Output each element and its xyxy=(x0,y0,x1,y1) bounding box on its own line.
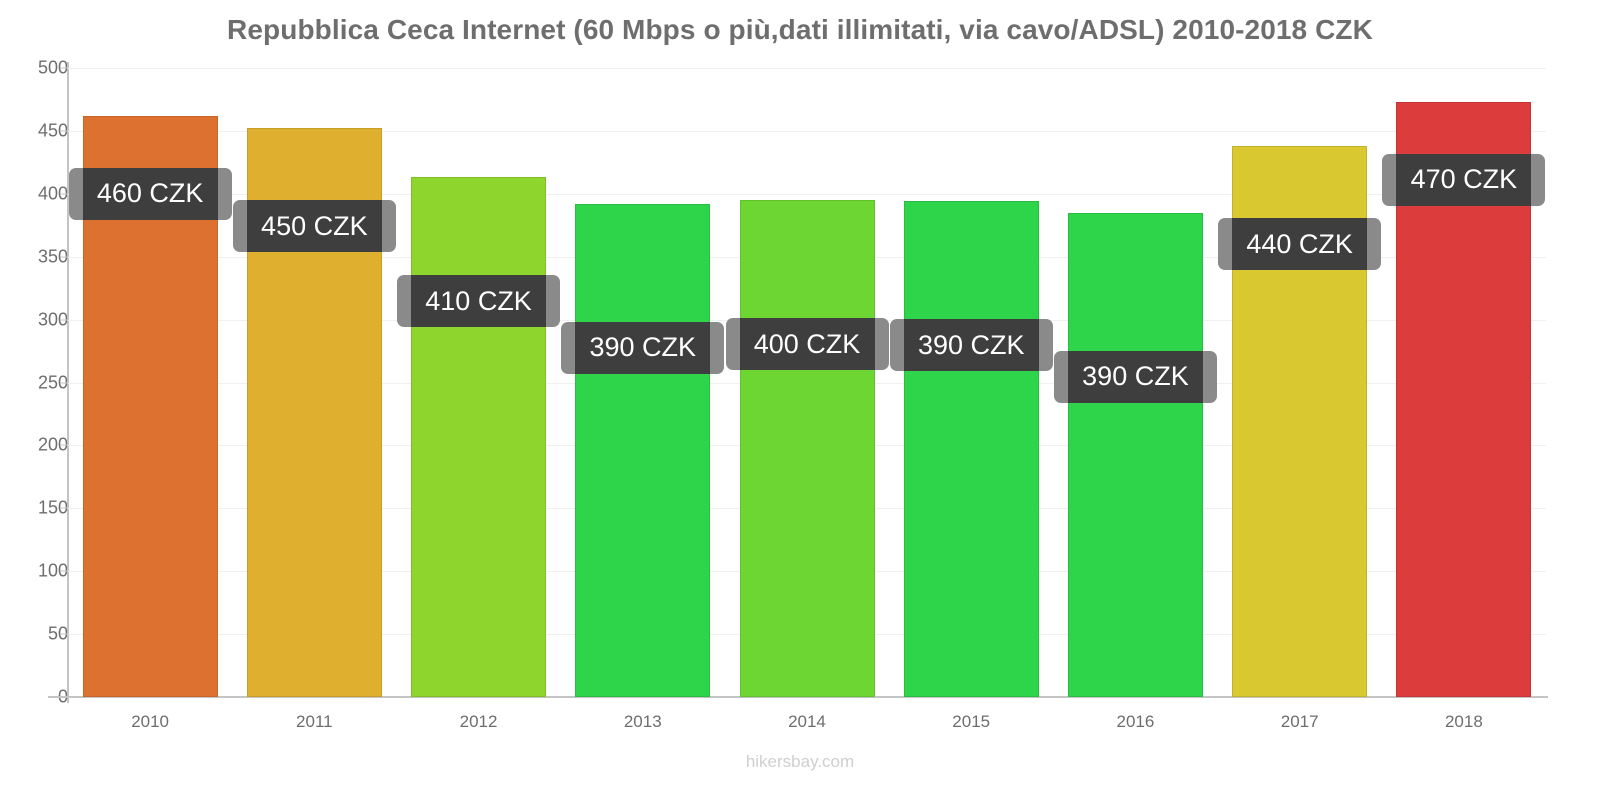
y-axis-tick-label: 500 xyxy=(37,57,68,78)
bar-data-label-text: 390 CZK xyxy=(1082,361,1189,392)
bar-data-label: 440 CZK xyxy=(1218,218,1382,270)
bar-data-label-text: 460 CZK xyxy=(96,178,204,209)
y-axis-tick-label: 400 xyxy=(37,183,68,204)
bar-data-label-overlay xyxy=(739,318,875,371)
bar-data-label-text: 450 CZK xyxy=(261,210,368,241)
bar-data-label: 390 CZK xyxy=(889,319,1053,372)
x-axis-tick-label: 2013 xyxy=(623,712,662,731)
y-axis-tick-mark xyxy=(60,444,67,446)
bar-group[interactable]: 460 CZK xyxy=(68,68,232,697)
y-axis-tick-mark xyxy=(60,633,67,635)
y-axis-tick-label: 150 xyxy=(37,497,68,518)
x-axis-tick-label: 2011 xyxy=(296,712,333,731)
bar-group[interactable]: 390 CZK xyxy=(1053,68,1217,697)
bar[interactable] xyxy=(411,177,547,697)
bar-data-label-overlay xyxy=(1396,153,1532,206)
bar-data-label-overlay xyxy=(903,319,1039,372)
bar[interactable] xyxy=(903,201,1039,697)
x-axis-tick-label: 2016 xyxy=(1116,712,1155,731)
bar-data-label: 390 CZK xyxy=(1053,350,1217,403)
chart-title: Repubblica Ceca Internet (60 Mbps o più,… xyxy=(227,14,1373,45)
x-axis-tick-label: 2018 xyxy=(1444,712,1483,731)
bar[interactable] xyxy=(739,200,875,697)
y-axis-tick-label: 350 xyxy=(37,246,68,267)
y-axis-tick-label: 450 xyxy=(37,120,68,141)
bar-data-label-text: 470 CZK xyxy=(1410,164,1518,195)
y-axis: 050100150200250300350400450500 xyxy=(0,0,68,800)
bar-group[interactable]: 390 CZK xyxy=(889,68,1053,697)
y-axis-tick-label: 100 xyxy=(37,560,68,581)
y-axis-tick-label: 250 xyxy=(37,372,68,392)
y-axis-tick-mark xyxy=(60,507,67,509)
grid-line xyxy=(68,130,1546,132)
y-axis-tick-mark xyxy=(60,193,67,195)
y-axis-tick-mark xyxy=(60,67,67,69)
y-axis-tick-label: 50 xyxy=(47,623,68,644)
bar-data-label-text: 440 CZK xyxy=(1246,228,1353,259)
x-axis-tick-label: 2015 xyxy=(952,712,991,731)
bar-data-label-text: 390 CZK xyxy=(917,329,1025,360)
y-axis-tick-mark xyxy=(60,570,67,572)
x-axis-tick-label: 2014 xyxy=(788,712,826,731)
bar-data-label: 400 CZK xyxy=(725,318,889,371)
bar-data-label-overlay xyxy=(82,167,218,220)
bar-data-label: 410 CZK xyxy=(397,275,561,328)
grid-line xyxy=(68,68,1546,69)
bar-group[interactable]: 470 CZK xyxy=(1382,68,1546,697)
bar[interactable] xyxy=(1067,212,1203,697)
y-axis-tick-mark xyxy=(60,130,67,132)
bar-data-label-overlay xyxy=(575,321,711,374)
bar-data-label: 450 CZK xyxy=(232,200,396,253)
x-axis-tick-label: 2017 xyxy=(1280,712,1319,731)
bar-data-label-text: 390 CZK xyxy=(589,332,697,363)
footer-credit: hikersbay.com xyxy=(745,752,855,771)
x-axis-line xyxy=(48,696,1548,698)
plot-area: 460 CZK 450 CZK 410 CZK 390 CZK 400 CZK 390 C… xyxy=(68,68,1546,697)
bar-data-label-text: 400 CZK xyxy=(753,328,861,359)
y-axis-tick-label: 300 xyxy=(37,309,68,330)
bar-data-label-overlay xyxy=(411,275,547,328)
bar-group[interactable]: 450 CZK xyxy=(232,68,396,697)
y-axis-tick-mark xyxy=(60,256,67,258)
x-axis-tick-label: 2010 xyxy=(131,712,170,731)
bar-data-label-overlay xyxy=(1067,350,1203,403)
y-axis-tick-mark xyxy=(60,382,67,383)
bar-data-label: 460 CZK xyxy=(68,167,232,220)
x-axis-tick-label: 2012 xyxy=(459,712,498,731)
bar-group[interactable]: 410 CZK xyxy=(397,68,561,697)
bar-data-label: 470 CZK xyxy=(1382,153,1546,206)
bar[interactable] xyxy=(575,203,711,697)
grid-line xyxy=(68,193,1546,195)
y-axis-tick-label: 200 xyxy=(37,434,68,455)
bar-data-label-overlay xyxy=(246,200,382,253)
bar-group[interactable]: 400 CZK xyxy=(725,68,889,697)
bar-data-label-overlay xyxy=(1232,218,1368,270)
bar-group[interactable]: 390 CZK xyxy=(561,68,725,697)
y-axis-tick-mark xyxy=(60,319,67,321)
bar-data-label-text: 410 CZK xyxy=(425,285,532,316)
bar-group[interactable]: 440 CZK xyxy=(1218,68,1382,697)
bar-data-label: 390 CZK xyxy=(561,321,725,374)
